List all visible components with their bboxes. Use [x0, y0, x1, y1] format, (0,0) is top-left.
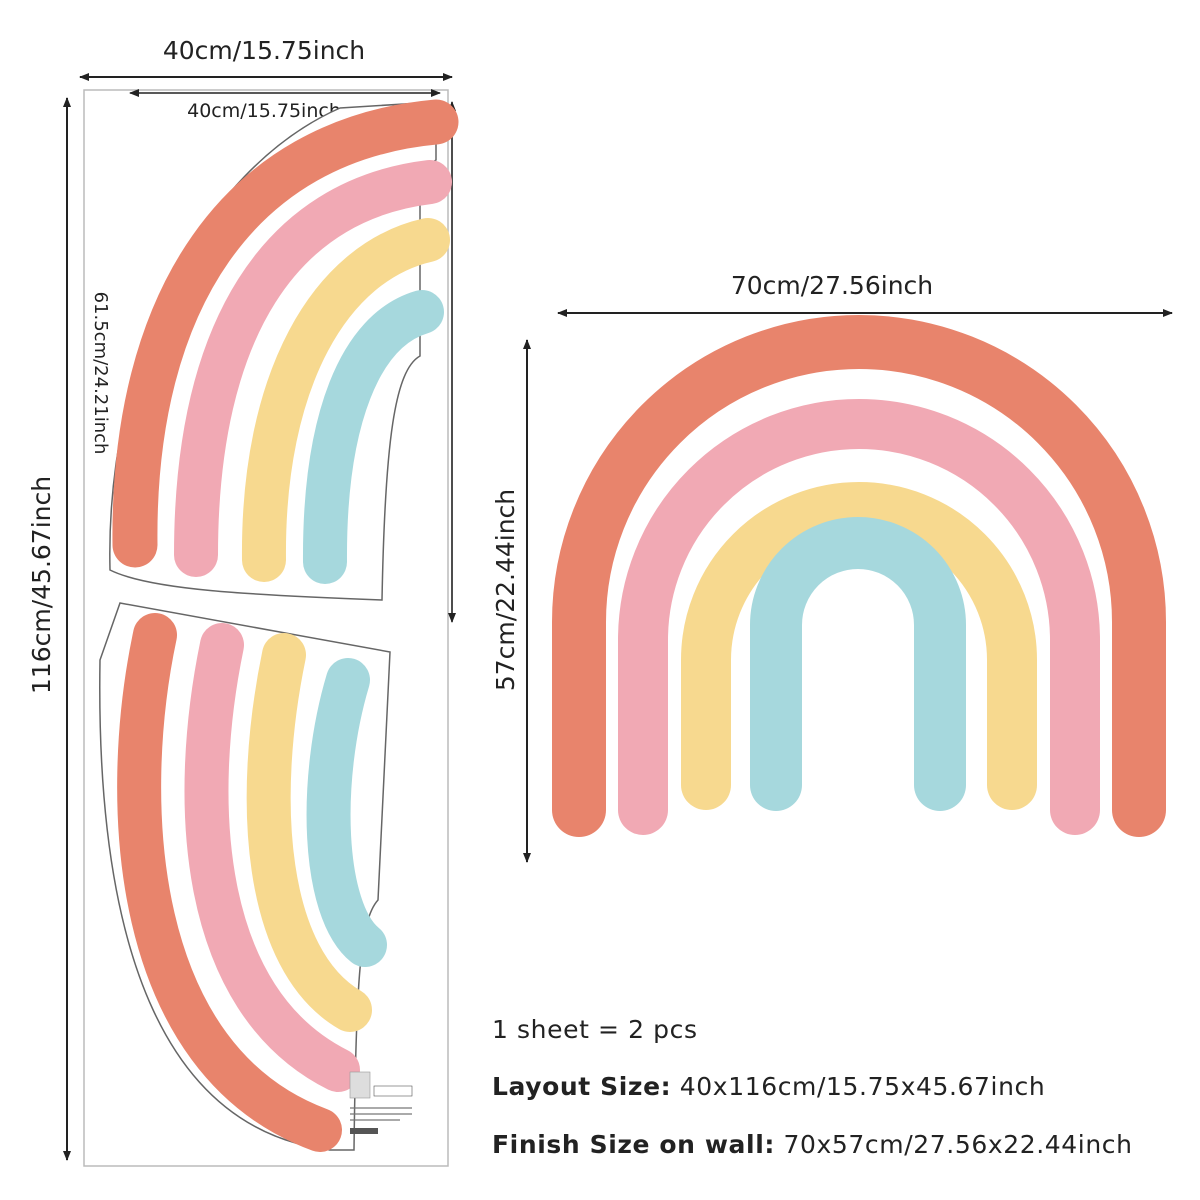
sticker-piece-bottom [99, 602, 391, 1152]
sticker-piece-top [109, 99, 459, 601]
info-pieces-text: 1 sheet = 2 pcs [492, 1015, 698, 1044]
rainbow-band-yellow [681, 482, 1037, 810]
band-pink [174, 160, 452, 577]
piece-width-label: 40cm/15.75inch [187, 100, 341, 122]
label-barcode [373, 1085, 413, 1097]
finished-rainbow [552, 315, 1166, 837]
info-finish-size: Finish Size on wall: 70x57cm/27.56x22.44… [492, 1130, 1133, 1159]
band-blue [302, 290, 444, 584]
band-coral [112, 99, 459, 568]
band-blue [306, 658, 387, 967]
band-yellow [246, 633, 372, 1032]
rainbow-band-blue [750, 517, 966, 811]
rainbow-band-coral [552, 315, 1166, 837]
finished-height-label: 57cm/22.44inch [491, 489, 520, 691]
finished-width-label: 70cm/27.56inch [731, 271, 933, 300]
info-pieces: 1 sheet = 2 pcs [492, 1015, 698, 1044]
sheet-height-label: 116cm/45.67inch [27, 476, 56, 694]
info-layout-value: 40x116cm/15.75x45.67inch [679, 1072, 1046, 1101]
piece-height-label: 61.5cm/24.21inch [90, 292, 111, 455]
band-pink [184, 623, 360, 1092]
band-coral [117, 613, 342, 1152]
label-thumbnail [349, 1071, 371, 1099]
sheet-width-label: 40cm/15.75inch [163, 36, 365, 65]
info-layout-label: Layout Size: [492, 1072, 672, 1101]
info-finish-label: Finish Size on wall: [492, 1130, 775, 1159]
band-yellow [241, 218, 450, 582]
info-finish-value: 70x57cm/27.56x22.44inch [783, 1130, 1133, 1159]
info-layout-size: Layout Size: 40x116cm/15.75x45.67inch [492, 1072, 1045, 1101]
product-label [349, 1071, 413, 1134]
rainbow-band-pink [618, 399, 1100, 835]
